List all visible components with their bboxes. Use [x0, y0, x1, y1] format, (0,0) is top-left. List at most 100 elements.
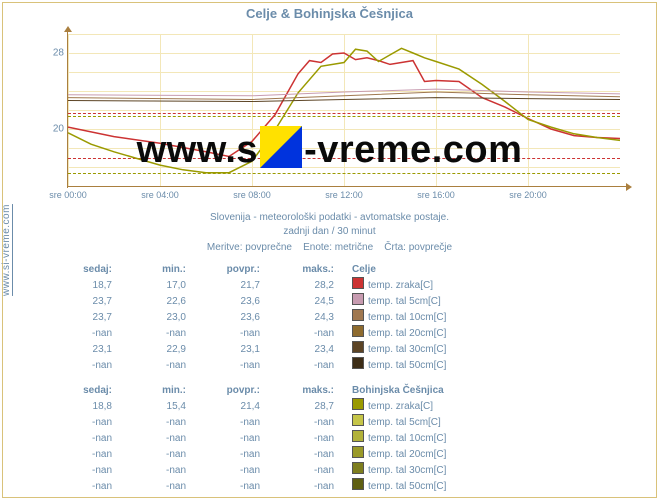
caption-source: Slovenija - meteorološki podatki - avtom… — [0, 212, 659, 223]
cell-povpr: 23,6 — [192, 309, 266, 325]
cell-maks: -nan — [266, 325, 340, 341]
legend-swatch — [352, 309, 364, 321]
cell-min: -nan — [118, 462, 192, 478]
col-header: maks.: — [266, 385, 340, 398]
cell-label: temp. tal 10cm[C] — [340, 309, 538, 325]
cell-maks: 28,2 — [266, 277, 340, 293]
cell-povpr: -nan — [192, 414, 266, 430]
cell-min: -nan — [118, 430, 192, 446]
table-row: 23,722,623,624,5temp. tal 5cm[C] — [44, 293, 538, 309]
cell-sedaj: 23,1 — [44, 341, 118, 357]
cell-min: 22,9 — [118, 341, 192, 357]
cell-maks: -nan — [266, 430, 340, 446]
caption-enote: Enote: metrične — [303, 242, 373, 253]
cell-maks: -nan — [266, 462, 340, 478]
col-header: min.: — [118, 264, 192, 277]
chart-title: Celje & Bohinjska Češnjica — [0, 6, 659, 21]
cell-povpr: 23,6 — [192, 293, 266, 309]
cell-sedaj: -nan — [44, 478, 118, 494]
table-row: -nan-nan-nan-nantemp. tal 5cm[C] — [44, 414, 538, 430]
caption-crta: Črta: povprečje — [384, 242, 452, 253]
col-header: povpr.: — [192, 385, 266, 398]
cell-sedaj: 23,7 — [44, 309, 118, 325]
cell-sedaj: 18,7 — [44, 277, 118, 293]
x-axis — [68, 186, 628, 187]
cell-min: 15,4 — [118, 398, 192, 414]
legend-swatch — [352, 293, 364, 305]
col-header: sedaj: — [44, 264, 118, 277]
cell-min: 22,6 — [118, 293, 192, 309]
table-row: -nan-nan-nan-nantemp. tal 30cm[C] — [44, 462, 538, 478]
legend-swatch — [352, 478, 364, 490]
caption-range: zadnji dan / 30 minut — [0, 226, 659, 237]
cell-label: temp. tal 50cm[C] — [340, 357, 538, 373]
cell-min: -nan — [118, 446, 192, 462]
legend-swatch — [352, 414, 364, 426]
col-header: maks.: — [266, 264, 340, 277]
cell-povpr: 23,1 — [192, 341, 266, 357]
x-tick-label: sre 08:00 — [233, 190, 271, 200]
legend-swatch — [352, 341, 364, 353]
cell-min: 23,0 — [118, 309, 192, 325]
cell-label: temp. zraka[C] — [340, 398, 538, 414]
cell-maks: -nan — [266, 446, 340, 462]
table-row: -nan-nan-nan-nantemp. tal 50cm[C] — [44, 357, 538, 373]
table-row: -nan-nan-nan-nantemp. tal 20cm[C] — [44, 446, 538, 462]
cell-sedaj: -nan — [44, 414, 118, 430]
cell-min: -nan — [118, 325, 192, 341]
cell-sedaj: -nan — [44, 430, 118, 446]
cell-min: -nan — [118, 414, 192, 430]
series-line — [68, 48, 620, 172]
x-tick-label: sre 04:00 — [141, 190, 179, 200]
col-header: povpr.: — [192, 264, 266, 277]
cell-label: temp. tal 50cm[C] — [340, 478, 538, 494]
cell-maks: -nan — [266, 414, 340, 430]
cell-label: temp. tal 20cm[C] — [340, 325, 538, 341]
legend-swatch — [352, 430, 364, 442]
x-tick-label: sre 00:00 — [49, 190, 87, 200]
location-header: Bohinjska Češnjica — [340, 385, 538, 398]
location-header: Celje — [340, 264, 538, 277]
cell-min: -nan — [118, 478, 192, 494]
data-table: sedaj:min.:povpr.:maks.:Celje18,717,021,… — [44, 264, 538, 373]
cell-label: temp. tal 10cm[C] — [340, 430, 538, 446]
cell-label: temp. zraka[C] — [340, 277, 538, 293]
table-row: 18,815,421,428,7temp. zraka[C] — [44, 398, 538, 414]
cell-povpr: 21,7 — [192, 277, 266, 293]
caption-meritve: Meritve: povprečne — [207, 242, 292, 253]
table-row: -nan-nan-nan-nantemp. tal 10cm[C] — [44, 430, 538, 446]
cell-povpr: 21,4 — [192, 398, 266, 414]
legend-swatch — [352, 446, 364, 458]
cell-label: temp. tal 30cm[C] — [340, 462, 538, 478]
chart: 2028 sre 00:00sre 04:00sre 08:00sre 12:0… — [44, 30, 624, 210]
table-row: -nan-nan-nan-nantemp. tal 50cm[C] — [44, 478, 538, 494]
chart-lines — [68, 34, 620, 186]
x-tick-label: sre 20:00 — [509, 190, 547, 200]
cell-label: temp. tal 20cm[C] — [340, 446, 538, 462]
cell-sedaj: -nan — [44, 357, 118, 373]
cell-sedaj: 23,7 — [44, 293, 118, 309]
cell-min: 17,0 — [118, 277, 192, 293]
cell-label: temp. tal 5cm[C] — [340, 293, 538, 309]
cell-label: temp. tal 5cm[C] — [340, 414, 538, 430]
table-row: 18,717,021,728,2temp. zraka[C] — [44, 277, 538, 293]
x-tick-label: sre 16:00 — [417, 190, 455, 200]
series-line — [68, 53, 620, 157]
cell-maks: 24,3 — [266, 309, 340, 325]
cell-maks: -nan — [266, 478, 340, 494]
cell-povpr: -nan — [192, 446, 266, 462]
legend-swatch — [352, 277, 364, 289]
table-row: -nan-nan-nan-nantemp. tal 20cm[C] — [44, 325, 538, 341]
x-tick-label: sre 12:00 — [325, 190, 363, 200]
legend-swatch — [352, 398, 364, 410]
legend-swatch — [352, 357, 364, 369]
legend-swatch — [352, 325, 364, 337]
caption-meta: Meritve: povprečne Enote: metrične Črta:… — [0, 242, 659, 253]
y-tick-label: 28 — [46, 48, 64, 59]
cell-maks: 28,7 — [266, 398, 340, 414]
col-header: sedaj: — [44, 385, 118, 398]
cell-povpr: -nan — [192, 357, 266, 373]
cell-min: -nan — [118, 357, 192, 373]
cell-label: temp. tal 30cm[C] — [340, 341, 538, 357]
cell-maks: 24,5 — [266, 293, 340, 309]
